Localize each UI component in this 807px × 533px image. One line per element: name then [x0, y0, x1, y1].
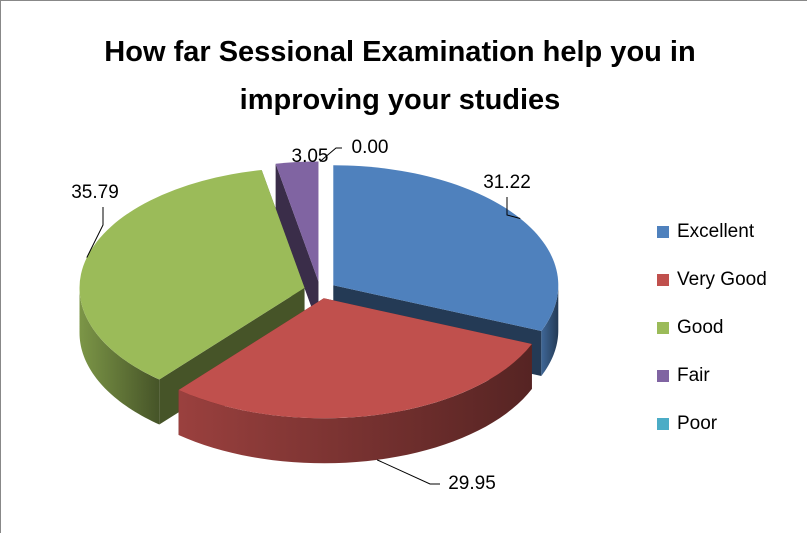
- legend-swatch: [657, 226, 669, 238]
- slice-side: [79, 287, 160, 425]
- slice-top: [79, 170, 305, 380]
- legend-swatch: [657, 322, 669, 334]
- leader-line: [319, 147, 342, 162]
- slice-top: [333, 165, 559, 331]
- pie-slice: [79, 170, 305, 425]
- slice-side: [541, 285, 559, 376]
- data-label: 0.00: [352, 137, 389, 158]
- data-label: 3.05: [292, 146, 329, 167]
- legend-label: Poor: [677, 413, 718, 434]
- data-label: 35.79: [71, 182, 119, 203]
- legend-label: Fair: [677, 365, 710, 386]
- legend-swatch: [657, 274, 669, 286]
- leader-line: [376, 459, 440, 485]
- data-label: 31.22: [483, 172, 531, 193]
- legend-swatch: [657, 370, 669, 382]
- slice-cut-face: [275, 163, 319, 327]
- pie-slice: [275, 161, 319, 327]
- chart-title: How far Sessional Examination help you i…: [104, 36, 696, 116]
- data-label: 29.95: [448, 473, 496, 494]
- slice-top: [178, 298, 532, 419]
- legend-label: Very Good: [677, 269, 767, 290]
- leader-line: [506, 197, 521, 219]
- legend-label: Excellent: [677, 221, 755, 242]
- legend-label: Good: [677, 317, 723, 338]
- leader-line: [86, 207, 104, 258]
- slice-top: [275, 161, 319, 282]
- slice-side: [178, 343, 532, 464]
- pie-slice: [178, 298, 532, 464]
- legend-swatch: [657, 418, 669, 430]
